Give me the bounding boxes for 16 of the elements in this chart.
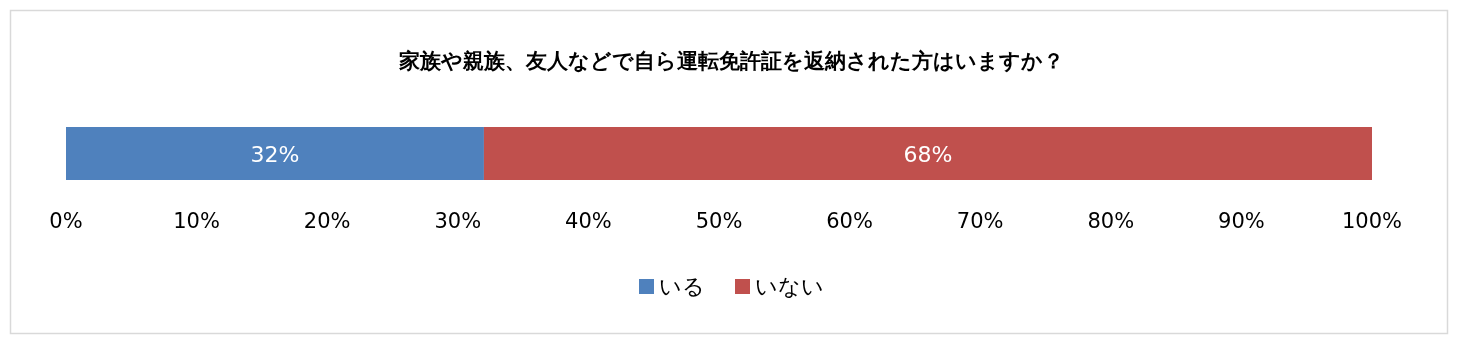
- data-label: 68%: [903, 141, 953, 167]
- x-tick-label: 10%: [173, 209, 220, 233]
- legend-label: いない: [755, 274, 824, 299]
- x-tick-label: 80%: [1087, 209, 1135, 233]
- x-tick-label: 90%: [1218, 209, 1265, 233]
- x-tick-label: 60%: [826, 209, 873, 233]
- chart-title: 家族や親族、友人などで自ら運転免許証を返納された方はいますか？: [397, 49, 1064, 73]
- x-tick-label: 100%: [1341, 209, 1403, 233]
- x-tick-label: 0%: [49, 209, 83, 233]
- legend-label: いる: [659, 274, 705, 299]
- x-tick-label: 30%: [434, 209, 482, 233]
- data-label: 32%: [250, 141, 300, 167]
- x-tick-label: 20%: [303, 209, 351, 233]
- x-tick-label: 70%: [956, 209, 1004, 233]
- x-tick-label: 40%: [565, 209, 612, 233]
- x-tick-label: 50%: [695, 209, 743, 233]
